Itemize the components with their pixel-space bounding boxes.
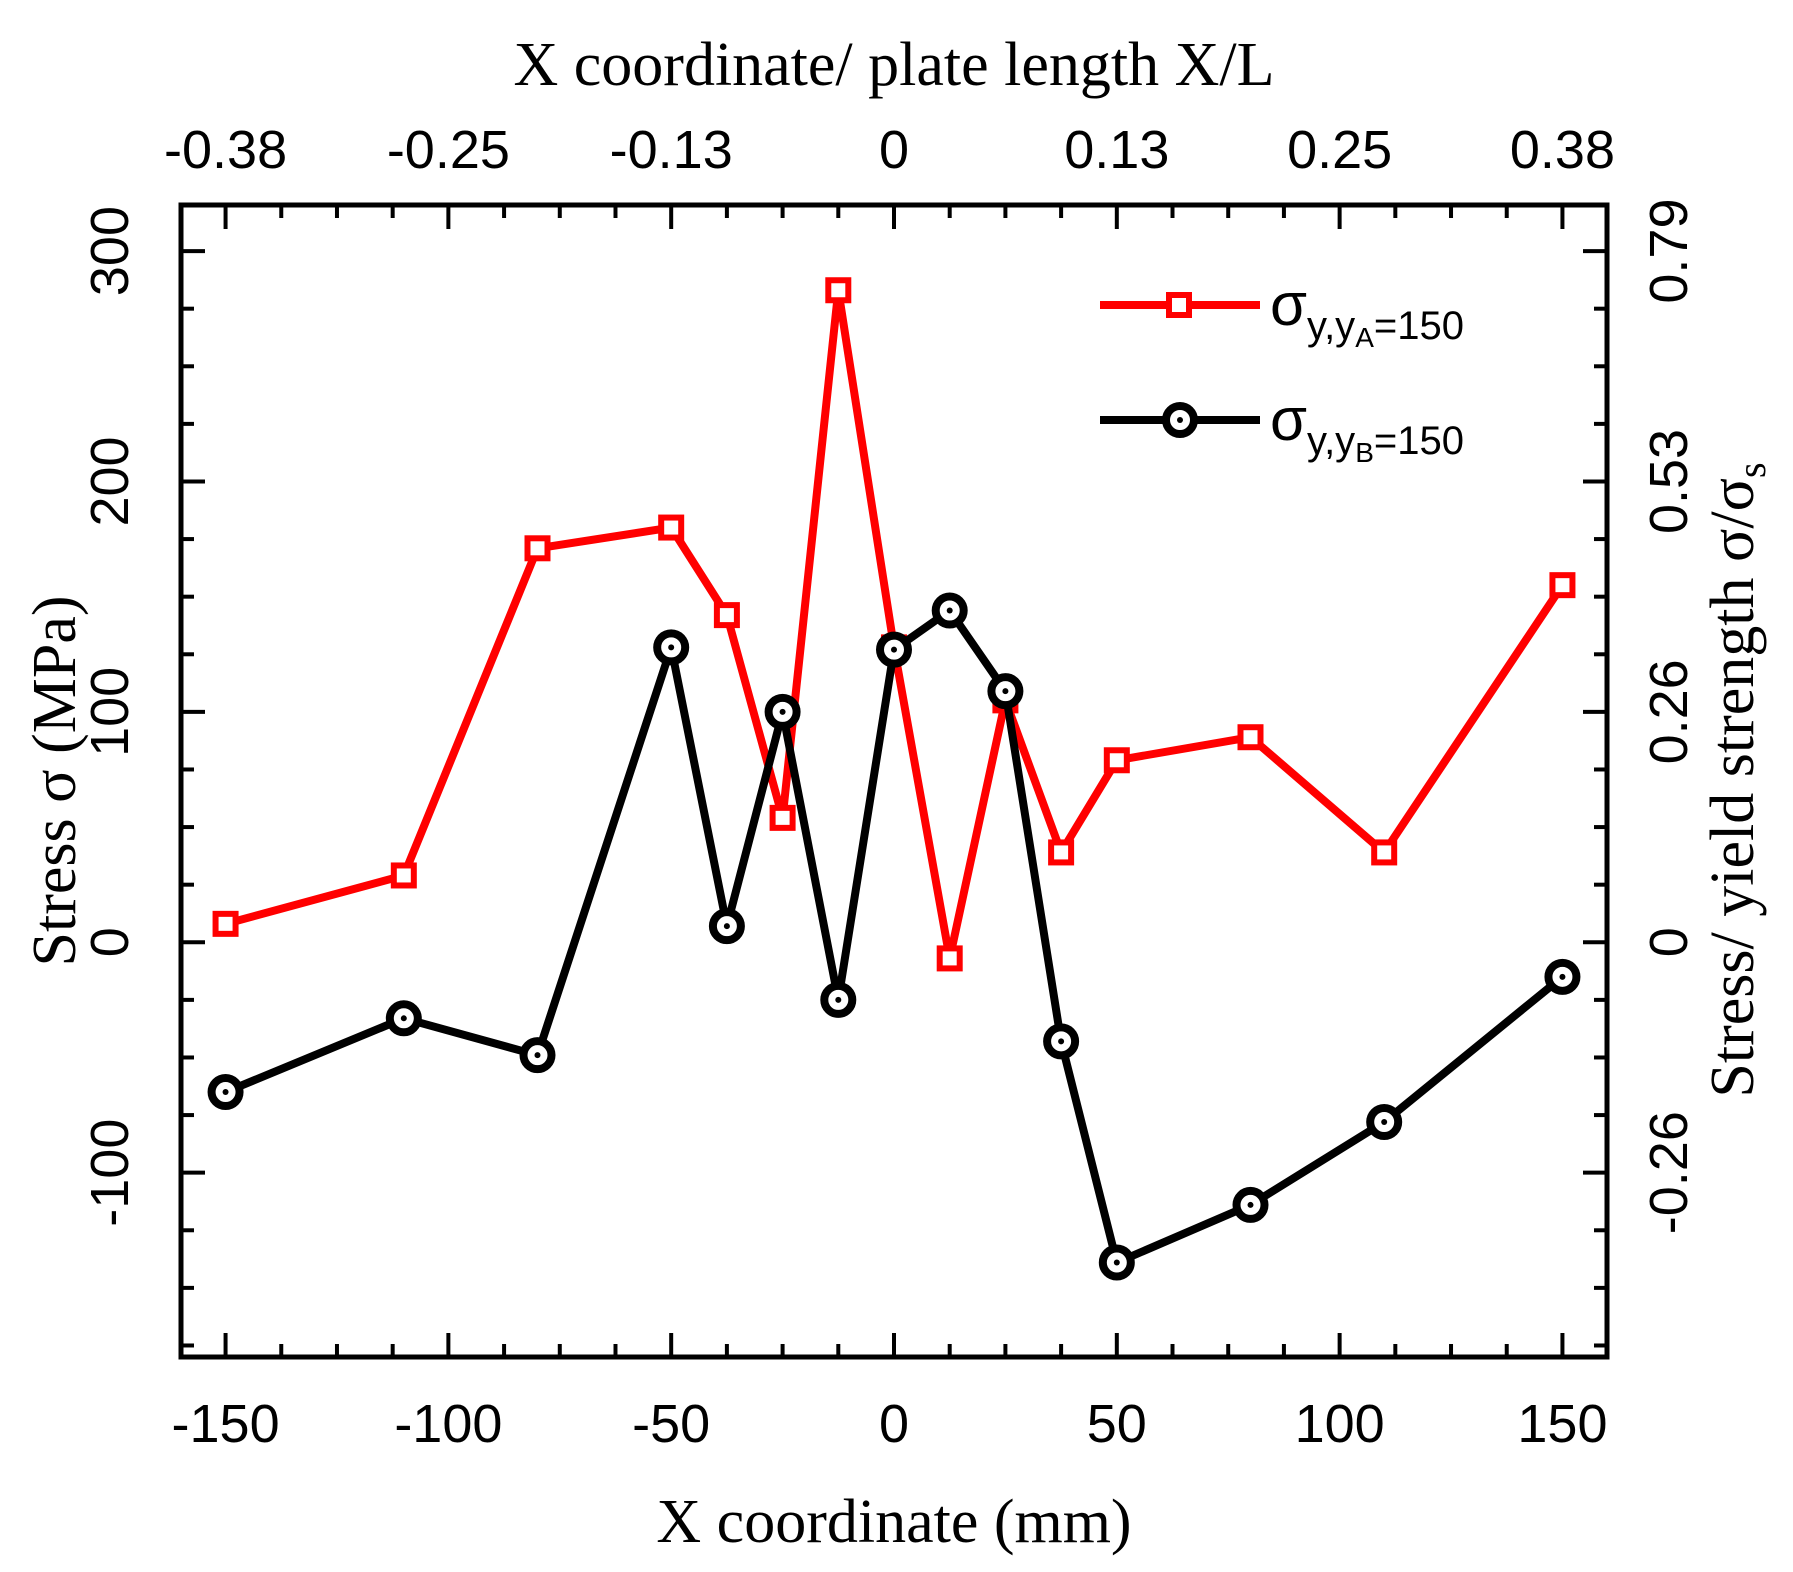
data-point-marker (212, 910, 239, 937)
data-point-marker (1549, 572, 1576, 599)
plot-frame (178, 202, 1610, 1360)
data-point-marker-dot (668, 644, 675, 651)
data-point-marker-dot (1381, 1118, 1388, 1125)
data-point-marker (1103, 747, 1130, 774)
series-line-0 (224, 286, 1566, 963)
data-point-marker-dot (835, 996, 842, 1003)
legend-label-series-a: σy,yA=150 (1270, 271, 1464, 353)
y2-axis-title-main: Stress/ yield strength σ/σ (1699, 478, 1767, 1098)
ticks-layer: -150 -100 -50 0 50 100 150 -0.38 -0.25 -0.13 0 0.13… (80, 120, 1699, 1454)
y2-tick-label: -0.26 (1639, 1111, 1699, 1234)
data-point-marker (390, 862, 417, 889)
data-point-marker-dot (779, 708, 786, 715)
x-tick-label: 50 (1087, 1394, 1147, 1454)
series-line-1 (224, 606, 1565, 1267)
legend: σy,yA=150 σy,yB=150 (1100, 271, 1464, 468)
x2-tick-label: 0.13 (1064, 120, 1169, 180)
legend-label-series-b-main: σ (1270, 386, 1307, 453)
legend-label-series-b-sub: y,y (1307, 419, 1355, 463)
legend-label-series-a-rest: =150 (1374, 304, 1464, 348)
x2-tick-label: -0.38 (164, 120, 287, 180)
y-axis-title: Stress σ (MPa) (21, 596, 89, 967)
x-tick-label: -150 (172, 1394, 280, 1454)
x2-tick-label: 0 (879, 120, 909, 180)
data-point-marker (825, 277, 852, 304)
y2-tick-label: 0.79 (1639, 199, 1699, 304)
legend-label-series-b-subsub: B (1355, 437, 1374, 468)
data-point-marker (769, 804, 796, 831)
data-point-marker (1371, 839, 1398, 866)
x-tick-label: 100 (1295, 1394, 1385, 1454)
data-point-marker-dot (1002, 688, 1009, 695)
data-point-marker-dot (1113, 1259, 1120, 1266)
x2-tick-label: -0.13 (610, 120, 733, 180)
x-tick-label: 0 (879, 1394, 909, 1454)
data-point-marker-dot (534, 1052, 541, 1059)
x2-tick-label: 0.38 (1510, 120, 1615, 180)
y-tick-label: -100 (80, 1119, 140, 1227)
data-point-marker-dot (1058, 1038, 1065, 1045)
x2-axis-title: X coordinate/ plate length X/L (514, 31, 1275, 99)
y2-axis-title-sub: s (1729, 462, 1774, 478)
y-tick-label: 300 (80, 206, 140, 296)
data-point-marker-dot (723, 923, 730, 930)
legend-entry-series-b: σy,yB=150 (1100, 386, 1464, 468)
x-axis-title: X coordinate (mm) (656, 1488, 1131, 1556)
legend-marker-series-b-dot (1177, 417, 1183, 423)
data-point-marker-dot (400, 1015, 407, 1022)
y-tick-label: 200 (80, 436, 140, 526)
legend-label-series-b: σy,yB=150 (1270, 386, 1464, 468)
legend-marker-series-a (1166, 292, 1192, 318)
data-point-marker (658, 514, 685, 541)
x-tick-label: -50 (632, 1394, 710, 1454)
x2-tick-label: -0.25 (387, 120, 510, 180)
y2-axis-title: Stress/ yield strength σ/σs (1699, 462, 1774, 1097)
y2-tick-label: 0.53 (1639, 429, 1699, 534)
data-point-marker-dot (1559, 973, 1566, 980)
legend-entry-series-a: σy,yA=150 (1100, 271, 1464, 353)
data-point-marker (1237, 724, 1264, 751)
x-tick-label: -100 (394, 1394, 502, 1454)
legend-label-series-a-sub: y,y (1307, 304, 1355, 348)
data-point-marker (936, 945, 963, 972)
x-tick-label: 150 (1517, 1394, 1607, 1454)
x2-tick-label: 0.25 (1287, 120, 1392, 180)
data-point-marker-dot (1247, 1201, 1254, 1208)
data-point-marker (524, 535, 551, 562)
y-tick-label: 100 (80, 667, 140, 757)
legend-label-series-b-rest: =150 (1374, 419, 1464, 463)
data-point-marker (713, 602, 740, 629)
y2-tick-label: 0 (1639, 927, 1699, 957)
legend-label-series-a-subsub: A (1355, 322, 1374, 353)
data-point-marker-dot (891, 646, 897, 653)
y2-tick-label: 0.26 (1639, 659, 1699, 764)
series-layer (207, 277, 1581, 1281)
data-point-marker-dot (946, 607, 953, 614)
y-tick-label: 0 (80, 927, 140, 957)
legend-label-series-a-main: σ (1270, 271, 1307, 338)
data-point-marker-dot (222, 1089, 229, 1096)
data-point-marker (1048, 839, 1075, 866)
